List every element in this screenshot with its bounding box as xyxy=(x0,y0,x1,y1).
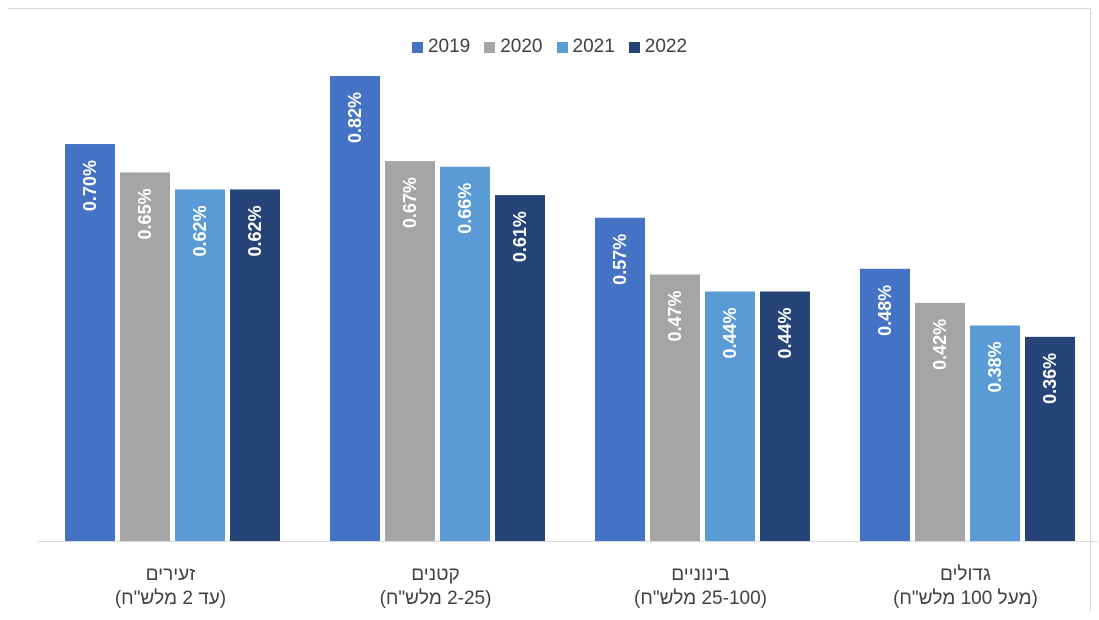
bar-2021-cat0 xyxy=(175,189,225,542)
bar-2021-cat1 xyxy=(440,166,490,542)
bar-2022-cat0 xyxy=(230,189,280,542)
legend-label: 2021 xyxy=(572,36,615,57)
data-label: 0.61% xyxy=(510,211,530,262)
legend-swatch xyxy=(628,41,640,53)
data-label: 0.67% xyxy=(400,177,420,228)
data-label: 0.48% xyxy=(875,285,895,336)
legend-label: 2022 xyxy=(644,36,688,57)
bar-2022-cat2 xyxy=(760,291,810,541)
bar-2020-cat2 xyxy=(650,274,700,541)
data-label: 0.82% xyxy=(345,92,365,143)
bar-2022-cat1 xyxy=(495,195,545,541)
legend-item-2019: 2019 xyxy=(411,36,471,58)
bar-2022-cat3 xyxy=(1025,336,1075,541)
data-label: 0.38% xyxy=(985,342,1005,393)
legend-item-2021: 2021 xyxy=(556,36,615,58)
data-label: 0.36% xyxy=(1040,353,1060,404)
legend-swatch xyxy=(411,41,423,53)
category-label-line2: (מעל 100 מלש"ח) xyxy=(893,588,1038,609)
data-label: 0.65% xyxy=(135,188,155,239)
bar-2019-cat1 xyxy=(330,76,380,541)
data-label: 0.62% xyxy=(245,205,265,256)
category-label-line2: (עד 2 מלש"ח) xyxy=(115,588,226,609)
data-label: 0.57% xyxy=(610,234,630,285)
category-label-line1: גדולים xyxy=(940,564,991,585)
legend-swatch xyxy=(484,41,496,53)
bar-2020-cat3 xyxy=(915,302,965,541)
data-label: 0.70% xyxy=(80,160,100,211)
data-label: 0.47% xyxy=(665,290,685,341)
bar-2019-cat3 xyxy=(860,268,910,541)
category-label-line1: בינוניים xyxy=(671,564,729,585)
chart-frame xyxy=(8,8,1091,612)
data-label: 0.66% xyxy=(455,183,475,234)
legend-item-2022: 2022 xyxy=(628,36,688,58)
legend: 2019 2020 2021 2022 xyxy=(0,36,1099,58)
legend-item-2020: 2020 xyxy=(484,36,543,58)
bar-2021-cat2 xyxy=(705,291,755,541)
legend-label: 2019 xyxy=(427,36,471,57)
bar-2019-cat2 xyxy=(595,217,645,541)
category-label-line1: זעירים xyxy=(146,564,196,585)
legend-swatch xyxy=(556,41,568,53)
data-label: 0.44% xyxy=(720,307,740,358)
data-label: 0.44% xyxy=(775,307,795,358)
category-label-line1: קטנים xyxy=(411,564,459,585)
category-label-line2: (25-100 מלש"ח) xyxy=(634,588,767,609)
bar-2021-cat3 xyxy=(970,325,1020,541)
data-label: 0.42% xyxy=(930,319,950,370)
bar-2020-cat0 xyxy=(120,172,170,541)
legend-label: 2020 xyxy=(500,36,543,57)
data-label: 0.62% xyxy=(190,205,210,256)
bar-2019-cat0 xyxy=(65,144,115,542)
bar-2020-cat1 xyxy=(385,161,435,541)
category-label-line2: (2-25 מלש"ח) xyxy=(380,588,492,609)
